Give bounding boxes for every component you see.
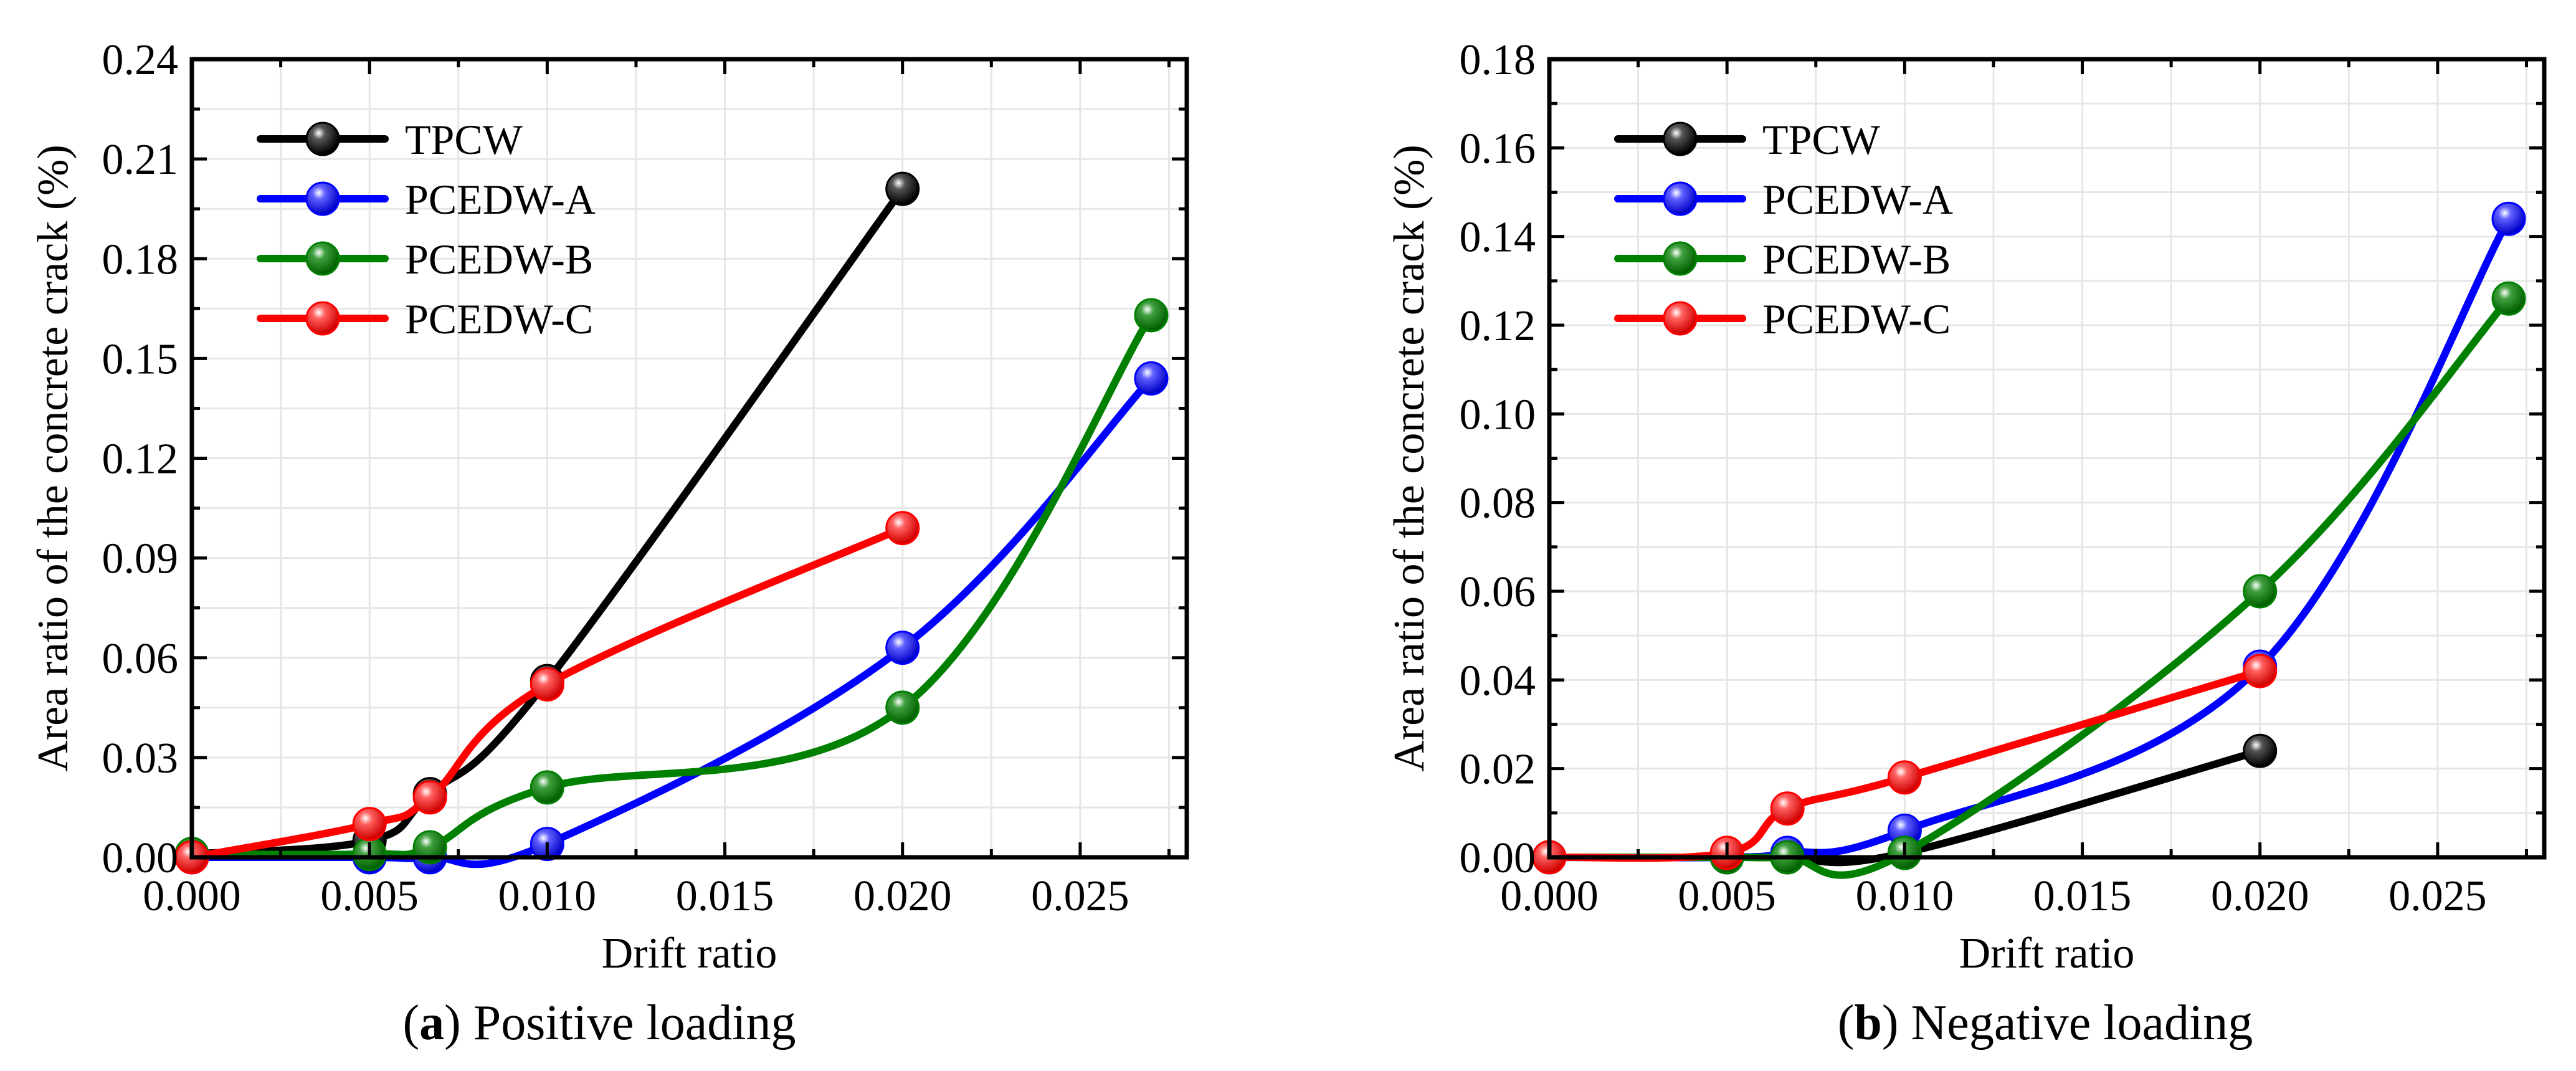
data-point-pcedw-b xyxy=(530,770,564,805)
data-point-pcedw-a xyxy=(2491,201,2526,236)
y-tick-label: 0.03 xyxy=(102,735,179,783)
x-tick-label: 0.020 xyxy=(2211,872,2309,920)
y-tick-label: 0.00 xyxy=(1460,834,1536,882)
x-tick-label: 0.020 xyxy=(853,872,952,920)
x-tick-label: 0.015 xyxy=(676,872,774,920)
legend-b: TPCW PCEDW-A PCEDW-B PCEDW-C xyxy=(1614,116,1953,343)
data-point-pcedw-c xyxy=(1887,760,1922,795)
data-point-pcedw-b xyxy=(1134,298,1169,333)
chart-panel-b: 0.000 0.005 0.010 0.015 0.020 0.025 0.00 0.02 0.… xyxy=(1385,36,2547,1050)
caption-letter-a: a xyxy=(419,996,444,1050)
y-tick-label: 0.15 xyxy=(102,335,179,383)
legend-label-tpcw: TPCW xyxy=(405,116,523,163)
caption-letter-b: b xyxy=(1854,996,1882,1050)
y-tick-label: 0.12 xyxy=(102,436,179,483)
series-line-pcedw-b xyxy=(188,312,1155,859)
legend-label-pcedw-a: PCEDW-A xyxy=(1762,176,1953,223)
legend-label-tpcw: TPCW xyxy=(1762,116,1881,163)
data-point-pcedw-b xyxy=(2243,574,2278,609)
x-tick-label: 0.000 xyxy=(143,872,241,920)
legend-marker-pcedw-c xyxy=(1663,301,1698,336)
ticks-b: 0.000 0.005 0.010 0.015 0.020 0.025 0.00 0.02 0.… xyxy=(1460,36,2544,920)
gridlines-a xyxy=(192,59,1187,857)
y-tick-label: 0.06 xyxy=(1460,568,1536,616)
legend-a: TPCW PCEDW-A PCEDW-B PCEDW-C xyxy=(257,116,596,343)
legend-label-pcedw-b: PCEDW-B xyxy=(405,236,593,283)
y-tick-label: 0.04 xyxy=(1460,657,1536,705)
y-tick-label: 0.18 xyxy=(1460,36,1536,84)
data-point-pcedw-b xyxy=(2491,281,2526,316)
caption-a: (a) Positive loading xyxy=(402,996,796,1050)
chart-panel-a: 0.000 0.005 0.010 0.015 0.020 0.025 0.00 0.03 0.… xyxy=(29,36,1189,1050)
series-group-a xyxy=(174,171,1169,875)
data-point-pcedw-c xyxy=(412,780,447,815)
x-tick-label: 0.025 xyxy=(2388,872,2487,920)
x-tick-label: 0.010 xyxy=(498,872,597,920)
y-tick-label: 0.02 xyxy=(1460,746,1536,794)
y-tick-label: 0.10 xyxy=(1460,391,1536,439)
y-tick-label: 0.08 xyxy=(1460,480,1536,528)
data-point-pcedw-c xyxy=(2243,654,2278,688)
legend-label-pcedw-b: PCEDW-B xyxy=(1762,236,1951,283)
data-point-pcedw-c xyxy=(530,667,564,702)
caption-b: (b) Negative loading xyxy=(1838,996,2253,1050)
x-tick-label: 0.015 xyxy=(2033,872,2132,920)
x-axis-title-a: Drift ratio xyxy=(602,930,777,978)
legend-label-pcedw-a: PCEDW-A xyxy=(405,176,596,223)
data-point-pcedw-b xyxy=(885,690,920,725)
y-tick-label: 0.06 xyxy=(102,635,179,683)
data-point-pcedw-c xyxy=(885,511,920,546)
x-tick-label: 0.005 xyxy=(1678,872,1776,920)
legend-marker-pcedw-b xyxy=(305,241,340,276)
y-axis-title-a: Area ratio of the concrete crack (%) xyxy=(29,145,77,772)
legend-label-pcedw-c: PCEDW-C xyxy=(405,295,593,343)
series-line-pcedw-c xyxy=(188,524,906,861)
series-line-tpcw xyxy=(188,185,906,858)
legend-marker-pcedw-c xyxy=(305,301,340,336)
data-point-pcedw-c xyxy=(1770,791,1805,826)
y-tick-label: 0.14 xyxy=(1460,214,1536,262)
caption-label-b: Negative loading xyxy=(1911,996,2253,1050)
data-point-tpcw xyxy=(885,171,920,206)
legend-marker-pcedw-b xyxy=(1663,241,1698,276)
y-tick-label: 0.21 xyxy=(102,136,179,184)
data-point-pcedw-a xyxy=(1134,361,1169,396)
data-point-tpcw xyxy=(2243,733,2278,768)
y-tick-label: 0.12 xyxy=(1460,302,1536,350)
y-tick-label: 0.18 xyxy=(102,236,179,283)
legend-marker-pcedw-a xyxy=(305,181,340,216)
caption-label-a: Positive loading xyxy=(473,996,796,1050)
x-axis-title-b: Drift ratio xyxy=(1959,930,2135,978)
legend-marker-tpcw xyxy=(305,121,340,156)
x-tick-label: 0.005 xyxy=(320,872,419,920)
y-tick-label: 0.00 xyxy=(102,834,179,882)
legend-marker-pcedw-a xyxy=(1663,181,1698,216)
y-tick-label: 0.16 xyxy=(1460,125,1536,173)
x-tick-label: 0.000 xyxy=(1500,872,1599,920)
data-point-pcedw-c xyxy=(352,807,387,842)
y-tick-label: 0.09 xyxy=(102,535,179,583)
x-tick-label: 0.025 xyxy=(1031,872,1129,920)
data-point-pcedw-a xyxy=(885,631,920,665)
x-tick-label: 0.010 xyxy=(1856,872,1954,920)
legend-marker-tpcw xyxy=(1663,121,1698,156)
y-axis-title-b: Area ratio of the concrete crack (%) xyxy=(1385,145,1433,772)
y-tick-label: 0.24 xyxy=(102,36,179,84)
ticks-a: 0.000 0.005 0.010 0.015 0.020 0.025 0.00 0.03 0.… xyxy=(102,36,1187,920)
gridlines-b xyxy=(1549,59,2544,857)
legend-label-pcedw-c: PCEDW-C xyxy=(1762,295,1951,343)
